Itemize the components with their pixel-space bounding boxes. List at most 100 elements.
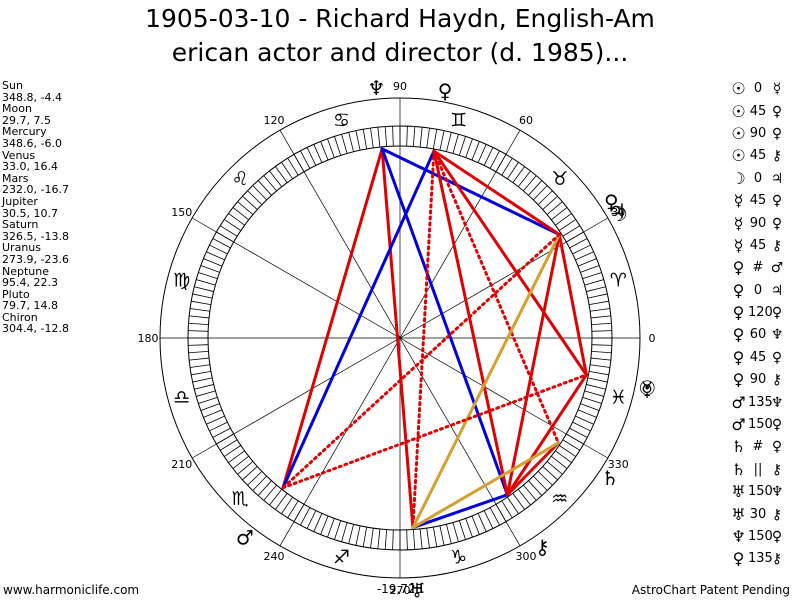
dial-tick xyxy=(191,300,211,306)
aspect-angle: 0 xyxy=(753,81,763,97)
dial-tick xyxy=(269,489,283,506)
zodiac-sign-glyph: ♋ xyxy=(333,110,350,132)
aspect-row: ♀ 45 ♀ xyxy=(729,347,786,369)
aspect-row: ☉ 45 ♀ xyxy=(729,100,786,122)
dial-tick xyxy=(327,518,335,538)
dial-tick xyxy=(220,439,238,451)
dial-tick xyxy=(412,126,416,147)
dial-tick xyxy=(209,421,228,432)
footer-website[interactable]: www.harmoniclife.com xyxy=(3,583,140,597)
dial-tick xyxy=(517,170,531,187)
aspect-planet-1-glyph: ☉ xyxy=(731,101,746,121)
dial-tick xyxy=(355,130,361,151)
dial-tick xyxy=(439,130,445,151)
aspect-planet-2-glyph: ♀ xyxy=(771,103,783,120)
aspect-angle: 150 xyxy=(748,529,773,544)
aspect-planet-1-glyph: ♀ xyxy=(732,303,745,323)
aspect-line xyxy=(380,147,561,237)
aspect-angle: 0 xyxy=(753,170,763,186)
aspect-line xyxy=(432,149,560,445)
aspect-row: ♀ 90 ⚷ xyxy=(729,369,786,391)
dial-tick xyxy=(341,522,348,542)
dial-tick xyxy=(190,308,210,312)
aspect-row: ♀ 135 ⚷ xyxy=(729,548,786,570)
aspect-angle: 45 xyxy=(749,349,767,365)
aspect-planet-2-glyph: ♀ xyxy=(771,349,783,366)
aspect-line xyxy=(505,373,588,497)
aspect-angle: 45 xyxy=(749,148,767,164)
dial-tick xyxy=(370,128,374,148)
degree-label: 0 xyxy=(649,332,656,345)
aspect-row: ♂ 135 ♆ xyxy=(729,391,786,413)
position-value-chiron: 304.4, -12.8 xyxy=(2,322,69,336)
aspect-line xyxy=(505,233,561,497)
aspect-planet-1-glyph: ☉ xyxy=(731,123,746,143)
chart-title: 1905-03-10 - Richard Haydn, English-Am e… xyxy=(0,2,800,70)
aspect-planet-2-glyph: ♃ xyxy=(770,170,784,187)
dial-tick xyxy=(537,190,553,205)
dial-tick xyxy=(228,450,245,463)
aspect-row: ♀ 0 ♃ xyxy=(729,280,786,302)
moon-glyph: ☽ xyxy=(610,202,628,226)
dial-tick xyxy=(287,158,299,176)
dial-tick xyxy=(501,158,513,176)
dial-tick xyxy=(188,350,209,354)
position-value-saturn: 326.5, -13.8 xyxy=(2,229,69,243)
aspect-planet-2-glyph: ☿ xyxy=(772,81,782,98)
dial-tick xyxy=(483,510,494,529)
position-value-neptune: 95.4, 22.3 xyxy=(2,276,58,290)
dial-tick xyxy=(419,127,423,148)
dial-tick xyxy=(591,350,612,354)
position-name-mars: Mars xyxy=(2,171,29,185)
aspect-row: ☉ 90 ♀ xyxy=(729,123,786,145)
dial-tick xyxy=(590,315,611,319)
dial-tick xyxy=(587,377,608,383)
degree-label: 330 xyxy=(608,458,629,471)
zodiac-sign-glyph: ♓ xyxy=(610,386,627,408)
zodiac-sign-glyph: ♒ xyxy=(551,488,568,510)
dial-tick xyxy=(590,364,610,368)
chiron-glyph: ⚷ xyxy=(535,535,550,559)
dial-tick xyxy=(533,185,548,201)
dial-tick xyxy=(237,461,254,475)
degree-label: 180 xyxy=(138,332,159,345)
aspect-angle: 90 xyxy=(749,215,767,231)
dial-tick xyxy=(586,384,606,390)
mars-glyph: ♂ xyxy=(236,526,254,550)
dial-tick xyxy=(232,207,249,221)
position-value-mars: 232.0, -16.7 xyxy=(2,183,69,197)
dial-tick xyxy=(334,520,342,540)
dial-tick xyxy=(471,515,480,535)
dial-tick xyxy=(194,286,214,292)
degree-label: 60 xyxy=(519,114,533,127)
dial-tick xyxy=(507,162,519,180)
position-value-moon: 29.7, 7.5 xyxy=(2,113,51,127)
position-name-chiron: Chiron xyxy=(2,310,38,324)
dial-tick xyxy=(247,471,263,486)
dial-tick xyxy=(190,364,210,368)
dial-tick xyxy=(591,330,612,332)
dial-tick xyxy=(275,493,288,510)
aspect-line xyxy=(281,147,384,490)
house-spoke xyxy=(191,217,609,459)
dial-tick xyxy=(209,244,228,255)
aspect-planet-1-glyph: ☽ xyxy=(731,168,746,188)
aspect-line xyxy=(432,149,588,377)
aspect-line xyxy=(432,149,509,497)
dial-tick xyxy=(257,480,272,496)
aspect-line xyxy=(505,441,560,497)
aspect-angle: 120 xyxy=(748,305,773,321)
aspect-planet-2-glyph: ♀ xyxy=(771,417,783,434)
aspect-row: ☿ 90 ♀ xyxy=(729,212,786,234)
dial-tick xyxy=(306,147,317,166)
aspect-planet-1-glyph: ☉ xyxy=(731,146,746,166)
aspect-row: ☿ 45 ⚷ xyxy=(729,235,786,257)
dial-tick xyxy=(377,528,381,549)
aspect-row: ♄ || ⚷ xyxy=(729,459,786,481)
aspect-planet-1-glyph: ♀ xyxy=(732,258,745,278)
aspect-row: ♀ 60 ♆ xyxy=(729,324,786,346)
dial-tick xyxy=(528,180,543,196)
aspect-line xyxy=(281,373,588,490)
aspect-line xyxy=(557,233,588,377)
dial-tick xyxy=(586,286,606,292)
